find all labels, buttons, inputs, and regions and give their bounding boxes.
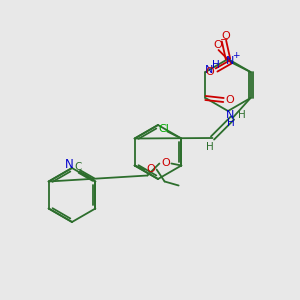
Text: H: H <box>212 60 219 70</box>
Text: H: H <box>206 142 213 152</box>
Text: O: O <box>213 40 222 50</box>
Text: +: + <box>232 50 239 59</box>
Text: Cl: Cl <box>158 124 169 134</box>
Text: O: O <box>146 164 155 175</box>
Text: −: − <box>220 35 229 45</box>
Text: H: H <box>238 110 245 120</box>
Text: O: O <box>222 31 230 41</box>
Text: N: N <box>226 110 234 120</box>
Text: N: N <box>65 158 74 171</box>
Text: O: O <box>161 158 170 169</box>
Text: H: H <box>227 118 235 128</box>
Text: N: N <box>205 65 214 75</box>
Text: O: O <box>225 95 234 105</box>
Text: N: N <box>226 56 235 66</box>
Text: C: C <box>75 161 82 172</box>
Text: O: O <box>205 67 214 77</box>
